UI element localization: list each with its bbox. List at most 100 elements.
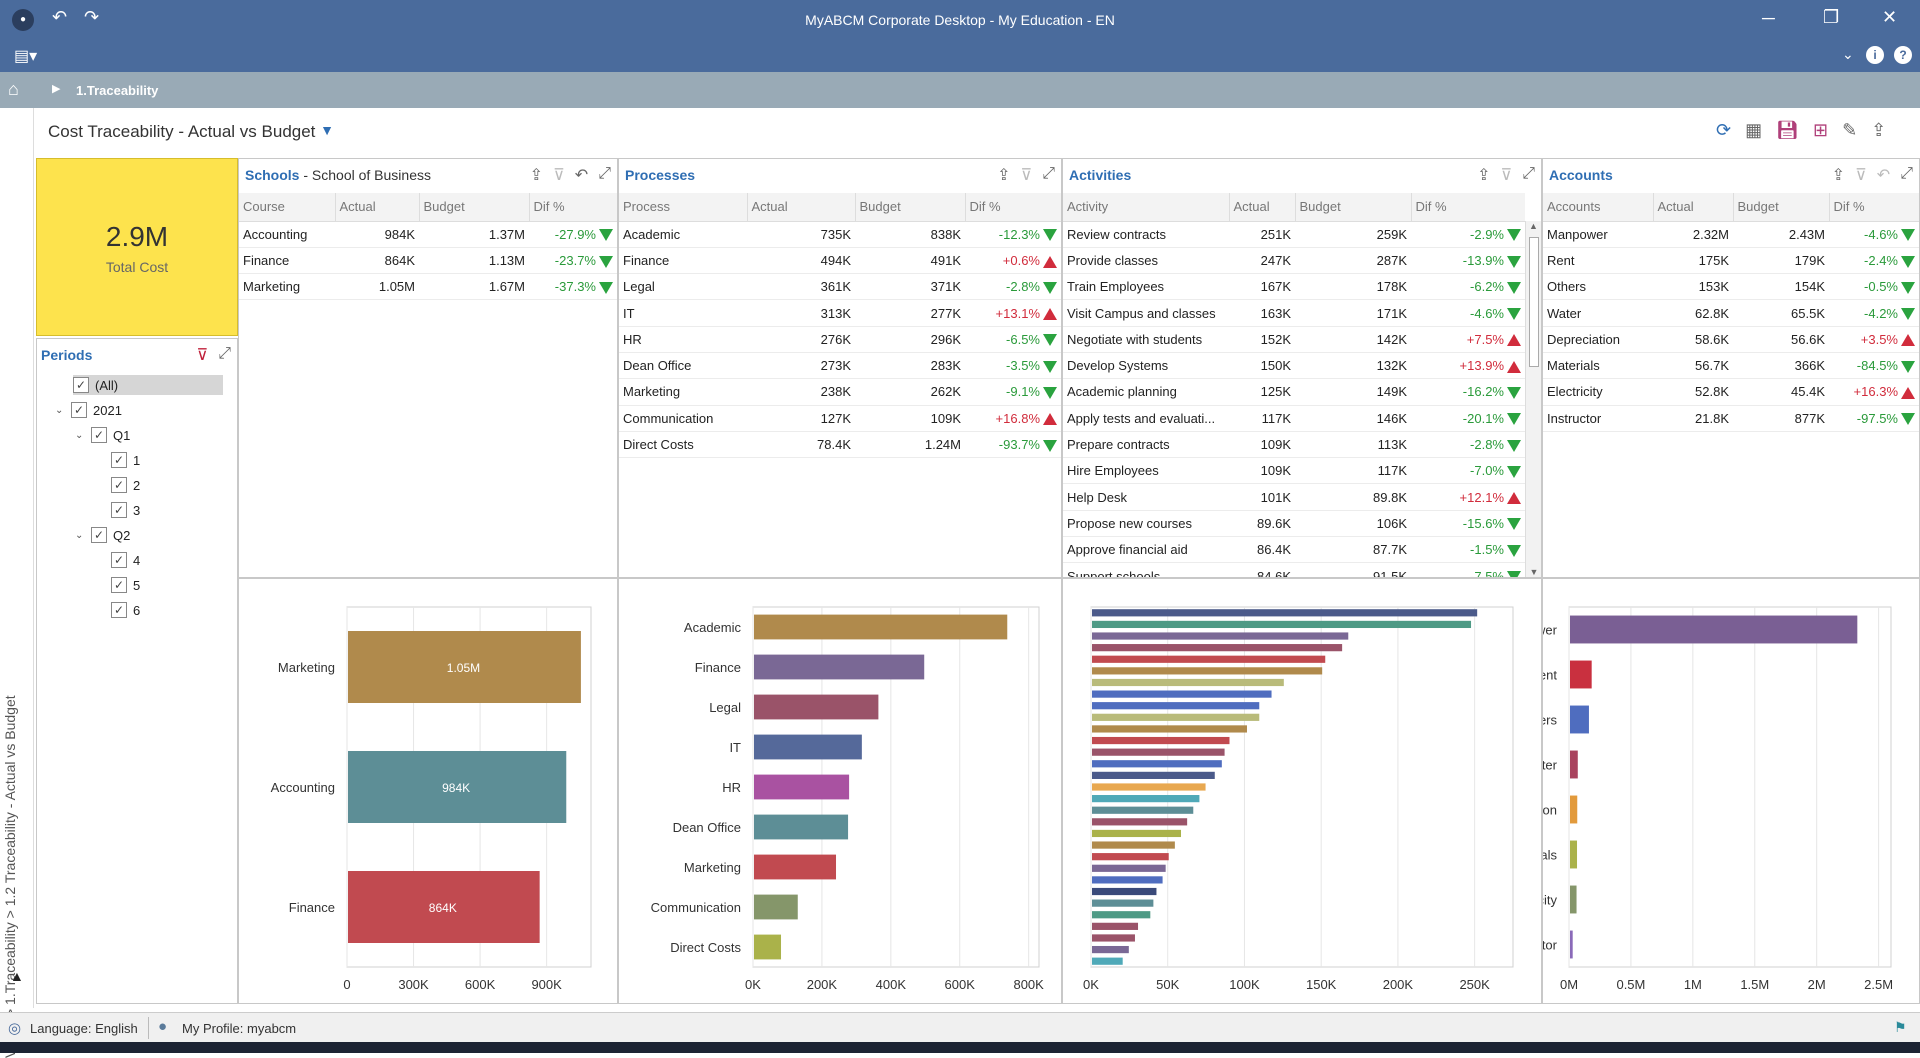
export-icon[interactable]: ⇪ [529,167,544,184]
restore-icon[interactable]: ❐ [1823,7,1840,27]
bar[interactable] [1092,655,1326,663]
period-tree-item[interactable]: ⌄ ✓ Q1 [75,425,130,445]
bar[interactable] [1570,930,1573,959]
table-row[interactable]: Prepare contracts 109K 113K -2.8% [1063,431,1525,459]
table-row[interactable]: Legal 361K 371K -2.8% [619,273,1061,301]
table-row[interactable]: Provide classes 247K 287K -13.9% [1063,247,1525,275]
activities-bar-chart[interactable]: 0K 50K 100K 150K 200K 250K [1063,579,1541,1003]
bar[interactable] [754,854,837,880]
table-row[interactable]: Hire Employees 109K 117K -7.0% [1063,457,1525,485]
home-icon[interactable]: ⌂ [8,79,19,99]
table-row[interactable]: IT 313K 277K +13.1% [619,299,1061,327]
collapse-up-icon[interactable]: ▲ [10,968,24,984]
bar[interactable] [1092,783,1206,791]
panel-toggle-icon[interactable]: ▤▾ [14,48,38,65]
table-row[interactable]: Apply tests and evaluati... 117K 146K -20.1… [1063,405,1525,432]
table-row[interactable]: Marketing 1.05M 1.67M -37.3% [239,273,617,301]
bar[interactable] [1570,750,1578,779]
checkbox[interactable]: ✓ [111,502,127,518]
column-header[interactable]: Accounts [1543,193,1654,222]
bar[interactable] [1092,795,1200,803]
help-icon[interactable]: ? [1894,46,1912,64]
column-header[interactable]: Activity [1063,193,1230,222]
bar[interactable] [1092,887,1157,896]
bar[interactable] [754,614,1008,640]
minimize-icon[interactable]: ─ [1762,8,1775,28]
checkbox[interactable]: ✓ [111,452,127,468]
table-row[interactable]: Negotiate with students 152K 142K +7.5% [1063,326,1525,353]
table-row[interactable]: Develop Systems 150K 132K +13.9% [1063,352,1525,380]
period-tree-item[interactable]: ✓ (All) [73,375,223,395]
save-icon[interactable]: 💾︎ [1776,120,1799,140]
period-tree-item[interactable]: ✓ 1 [95,450,140,470]
scroll-down-icon[interactable]: ▼ [1529,567,1539,577]
table-row[interactable]: Support schools 84.6K 91.5K -7.5% [1063,562,1525,577]
column-header[interactable]: Actual [1229,193,1296,222]
table-row[interactable]: Propose new courses 89.6K 106K -15.6% [1063,510,1525,538]
period-tree-item[interactable]: ✓ 6 [95,600,140,620]
bar[interactable] [754,934,782,960]
clear-filter-icon[interactable]: ⊽ [553,167,565,184]
accounts-bar-chart[interactable]: 0M 0.5M 1M 1.5M 2M 2.5M Manpower Rent Others Wate… [1543,579,1919,1003]
table-row[interactable]: Others 153K 154K -0.5% [1543,273,1919,301]
table-row[interactable]: Materials 56.7K 366K -84.5% [1543,352,1919,380]
bar[interactable] [754,734,862,760]
column-header[interactable]: Budget [1295,193,1412,222]
profile-status[interactable]: My Profile: myabcm [182,1021,297,1036]
table-row[interactable]: Academic 735K 838K -12.3% [619,221,1061,248]
clear-filter-icon[interactable]: ⊽ [1855,167,1867,184]
bar[interactable] [1092,771,1215,779]
table-row[interactable]: Finance 494K 491K +0.6% [619,247,1061,275]
bar[interactable] [1570,795,1578,824]
undo-icon[interactable]: ↶ [52,7,68,27]
table-row[interactable]: Direct Costs 78.4K 1.24M -93.7% [619,431,1061,459]
export-icon[interactable]: ⇪ [1871,120,1887,140]
period-tree-item[interactable]: ⌄ ✓ Q2 [75,525,130,545]
grid-icon[interactable]: ▦ [1745,120,1763,140]
table-row[interactable]: Water 62.8K 65.5K -4.2% [1543,299,1919,327]
bar[interactable] [1092,713,1260,721]
bar[interactable] [1570,660,1592,689]
table-row[interactable]: HR 276K 296K -6.5% [619,326,1061,353]
clear-filter-icon[interactable]: ⊽ [1020,167,1033,184]
bar[interactable] [1570,705,1589,734]
table-row[interactable]: Help Desk 101K 89.8K +12.1% [1063,483,1525,511]
edit-icon[interactable]: ✎ [1842,120,1858,140]
export-icon[interactable]: ⇪ [1477,167,1491,184]
bar[interactable] [1092,818,1188,826]
bar[interactable] [1092,922,1139,930]
table-row[interactable]: Finance 864K 1.13M -23.7% [239,247,617,275]
total-cost-card[interactable]: 2.9M Total Cost [36,158,238,336]
bar[interactable] [1092,632,1349,640]
table-row[interactable]: Rent 175K 179K -2.4% [1543,247,1919,275]
maximize-icon[interactable]: ⤢ [1042,165,1055,182]
table-row[interactable]: Visit Campus and classes 163K 171K -4.6% [1063,299,1525,327]
activities-scroll-area[interactable]: Activity Actual Budget Dif % Review contract… [1063,193,1525,577]
bar[interactable] [348,751,567,823]
clear-filter-icon[interactable]: ⊽ [196,347,209,364]
bar[interactable] [754,654,925,680]
table-row[interactable]: Instructor 21.8K 877K -97.5% [1543,405,1919,432]
bar[interactable] [348,631,581,703]
breadcrumb[interactable]: 1.Traceability [76,83,159,98]
bar[interactable] [754,894,798,920]
maximize-icon[interactable]: ⤢ [1900,165,1913,182]
bar[interactable] [1092,644,1343,652]
scrollbar-thumb[interactable] [1529,237,1539,367]
clear-filter-icon[interactable]: ⊽ [1500,167,1513,184]
bar[interactable] [1570,615,1858,644]
table-row[interactable]: Manpower 2.32M 2.43M -4.6% [1543,221,1919,248]
table-row[interactable]: Review contracts 251K 259K -2.9% [1063,221,1525,248]
filter-icon[interactable]: ▼ [320,122,334,138]
close-icon[interactable]: ✕ [1882,7,1898,27]
bar[interactable] [1092,690,1272,698]
column-header[interactable]: Actual [335,193,420,222]
table-row[interactable]: Communication 127K 109K +16.8% [619,405,1061,432]
maximize-icon[interactable]: ⤢ [598,165,611,182]
column-header[interactable]: Budget [1733,193,1830,222]
maximize-icon[interactable]: ⤢ [1522,165,1535,182]
column-header[interactable]: Budget [419,193,530,222]
column-header[interactable]: Process [619,193,748,222]
column-header[interactable]: Dif % [1411,193,1525,222]
column-header[interactable]: Dif % [529,193,617,222]
